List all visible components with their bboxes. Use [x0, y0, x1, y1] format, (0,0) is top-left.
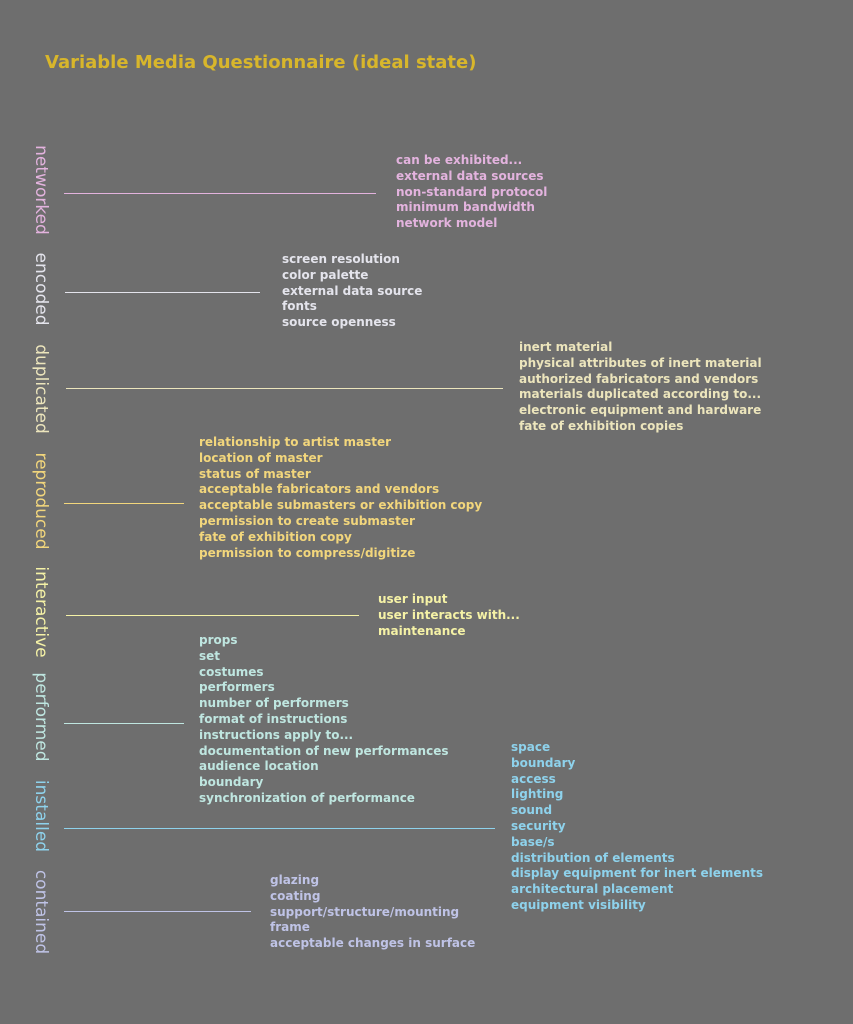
connector-line-duplicated — [66, 388, 503, 389]
list-item: set — [199, 648, 221, 663]
list-item: display equipment for inert elements — [511, 866, 763, 881]
list-item: can be exhibited... — [396, 153, 523, 167]
list-item: authorized fabricators and vendors — [519, 371, 759, 386]
list-item: architectural placement — [511, 882, 674, 897]
connector-line-reproduced — [64, 503, 184, 504]
item-list-duplicated: inert material physical attributes of ine… — [519, 340, 762, 435]
item-list-encoded: screen resolution color palette external d… — [282, 252, 422, 331]
list-item: access — [511, 771, 556, 786]
list-item: performers — [199, 680, 275, 695]
list-item: relationship to artist master — [199, 435, 392, 449]
list-item: number of performers — [199, 696, 349, 711]
list-item: user input — [378, 592, 448, 606]
connector-line-interactive — [66, 615, 359, 616]
category-label-text: networked — [31, 145, 51, 235]
list-item: status of master — [199, 466, 311, 481]
list-item: external data source — [282, 283, 423, 298]
list-item: acceptable changes in surface — [270, 936, 476, 951]
category-label-text: encoded — [31, 252, 51, 326]
list-item: maintenance — [378, 623, 466, 638]
category-label-text: performed — [31, 672, 51, 762]
item-list-reproduced: relationship to artist master location of… — [199, 435, 482, 561]
list-item: minimum bandwidth — [396, 200, 535, 215]
list-item: synchronization of performance — [199, 790, 415, 805]
list-item: boundary — [199, 775, 264, 790]
list-item: lighting — [511, 787, 564, 802]
category-label-text: installed — [31, 779, 51, 853]
list-item: distribution of elements — [511, 850, 675, 865]
list-item: electronic equipment and hardware — [519, 403, 762, 418]
category-label-text: interactive — [31, 566, 51, 658]
item-list-interactive: user input user interacts with... maintena… — [378, 592, 520, 639]
item-list-networked: can be exhibited... external data sources… — [396, 153, 547, 232]
list-item: instructions apply to... — [199, 727, 354, 742]
category-label-text: contained — [31, 869, 51, 955]
category-label-text: reproduced — [31, 452, 51, 550]
list-item: support/structure/mounting — [270, 904, 460, 919]
list-item: coating — [270, 888, 321, 903]
list-item: fate of exhibition copies — [519, 418, 684, 433]
category-label-text: duplicated — [31, 344, 51, 434]
item-list-contained: glazing coating support/structure/mounting… — [270, 873, 475, 952]
list-item: format of instructions — [199, 711, 348, 726]
list-item: non-standard protocol — [396, 184, 548, 199]
list-item: base/s — [511, 834, 555, 849]
connector-line-contained — [64, 911, 251, 912]
list-item: external data sources — [396, 168, 544, 183]
list-item: color palette — [282, 267, 369, 282]
list-item: location of master — [199, 450, 323, 465]
list-item: sound — [511, 803, 553, 818]
connector-line-performed — [64, 723, 184, 724]
list-item: screen resolution — [282, 252, 400, 266]
list-item: space — [511, 740, 551, 754]
list-item: source openness — [282, 315, 396, 330]
list-item: permission to compress/digitize — [199, 545, 416, 560]
list-item: frame — [270, 920, 310, 935]
list-item: security — [511, 818, 566, 833]
diagram-title: Variable Media Questionnaire (ideal stat… — [45, 52, 477, 73]
list-item: audience location — [199, 759, 319, 774]
list-item: network model — [396, 216, 498, 231]
connector-line-networked — [64, 193, 376, 194]
list-item: boundary — [511, 755, 576, 770]
list-item: permission to create submaster — [199, 513, 415, 528]
list-item: fate of exhibition copy — [199, 529, 352, 544]
list-item: acceptable fabricators and vendors — [199, 482, 440, 497]
list-item: inert material — [519, 340, 613, 354]
list-item: materials duplicated according to... — [519, 387, 761, 402]
item-list-performed: props set costumes performers number of perf… — [199, 633, 448, 807]
list-item: costumes — [199, 664, 264, 679]
connector-line-installed — [64, 828, 495, 829]
list-item: glazing — [270, 873, 320, 887]
list-item: acceptable submasters or exhibition copy — [199, 498, 483, 513]
list-item: equipment visibility — [511, 897, 646, 912]
list-item: props — [199, 633, 238, 647]
list-item: physical attributes of inert material — [519, 355, 762, 370]
list-item: fonts — [282, 299, 317, 314]
list-item: user interacts with... — [378, 607, 520, 622]
list-item: documentation of new performances — [199, 743, 449, 758]
connector-line-encoded — [65, 292, 260, 293]
item-list-installed: space boundary access lighting sound security… — [511, 740, 763, 914]
